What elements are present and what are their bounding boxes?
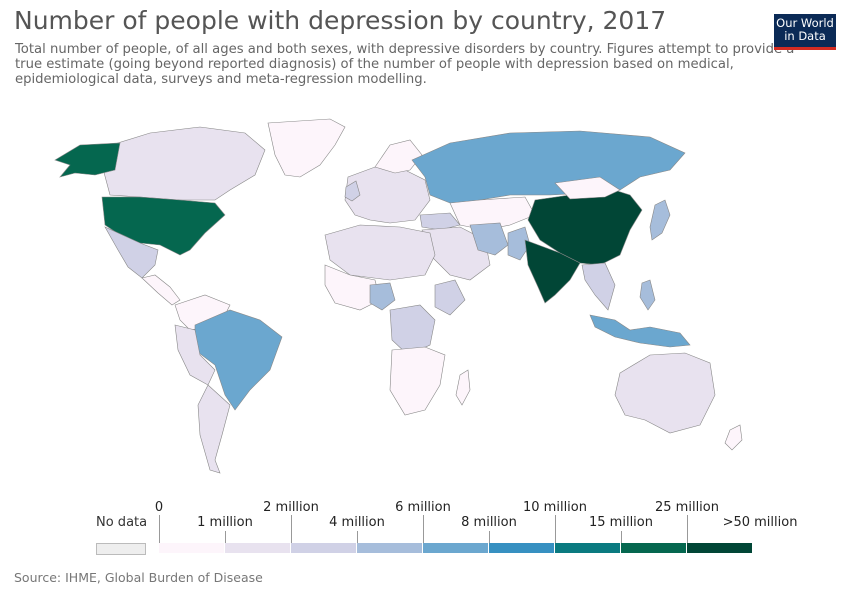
country-mongolia[interactable] [554,176,621,200]
logo-line-2: in Data [784,29,826,43]
legend-bin-8[interactable] [687,543,753,553]
country-pakistan[interactable] [507,226,531,261]
world-map [54,118,743,474]
chart-title: Number of people with depression by coun… [14,6,667,35]
legend-tick-lower-1: 4 million [329,515,385,530]
source-note[interactable]: Source: IHME, Global Burden of Disease [14,570,263,585]
legend-tick-upper-1: 2 million [263,500,319,515]
legend-tick-line [489,531,490,543]
country-new-zealand[interactable] [724,424,743,451]
country-ethiopia[interactable] [434,279,466,316]
legend-tick-upper-0: 0 [154,500,164,515]
legend-tick-line [687,515,688,543]
country-canada[interactable] [101,126,266,201]
country-india[interactable] [524,239,581,304]
country-argentina-chile[interactable] [197,384,231,474]
legend-tick-lower-4: >50 million [722,515,798,530]
legend-bin-4[interactable] [423,543,489,553]
legend-no-data-label: No data [96,515,148,530]
country-mexico[interactable] [104,226,159,279]
country-southern-africa[interactable] [389,346,446,416]
legend-tick-line [159,515,160,543]
legend-tick-lower-3: 15 million [589,515,653,530]
map-legend: No data [0,495,850,565]
country-peru-bolivia[interactable] [174,324,216,386]
legend-tick-line [357,531,358,543]
legend-bin-5[interactable] [489,543,555,553]
country-central-america[interactable] [141,274,181,306]
country-brazil[interactable] [194,309,283,411]
legend-bin-3[interactable] [357,543,423,553]
country-indonesia[interactable] [589,314,691,348]
legend-bin-1[interactable] [225,543,291,553]
country-dr-congo[interactable] [389,304,436,356]
country-russia[interactable] [411,130,686,204]
legend-bin-7[interactable] [621,543,687,553]
country-nigeria[interactable] [369,282,396,311]
legend-tick-upper-3: 10 million [523,500,587,515]
legend-tick-lower-0: 1 million [197,515,253,530]
legend-tick-upper-2: 6 million [395,500,451,515]
country-southeast-asia[interactable] [581,262,616,311]
country-philippines[interactable] [639,279,656,311]
owid-logo[interactable]: Our World in Data [774,14,836,50]
legend-tick-line [555,515,556,543]
legend-bin-2[interactable] [291,543,357,553]
country-iran[interactable] [469,222,509,256]
country-west-africa[interactable] [324,264,381,311]
legend-tick-line [621,531,622,543]
country-scandinavia[interactable] [374,139,423,174]
country-uk[interactable] [344,180,361,202]
country-australia[interactable] [614,352,716,434]
logo-line-1: Our World [776,16,834,30]
country-japan[interactable] [649,199,671,241]
country-alaska[interactable] [54,142,121,178]
country-north-africa[interactable] [324,224,436,281]
legend-tick-lower-2: 8 million [461,515,517,530]
country-greenland[interactable] [267,118,346,178]
chart-subtitle: Total number of people, of all ages and … [15,42,795,87]
legend-tick-line [291,515,292,543]
country-madagascar[interactable] [455,369,471,406]
legend-color-bins [159,543,753,553]
legend-bin-0[interactable] [159,543,225,553]
legend-tick-line [225,531,226,543]
legend-bin-6[interactable] [555,543,621,553]
legend-tick-upper-4: 25 million [655,500,719,515]
country-central-asia[interactable] [449,196,536,231]
legend-tick-line [423,515,424,543]
legend-no-data-swatch [96,543,146,555]
